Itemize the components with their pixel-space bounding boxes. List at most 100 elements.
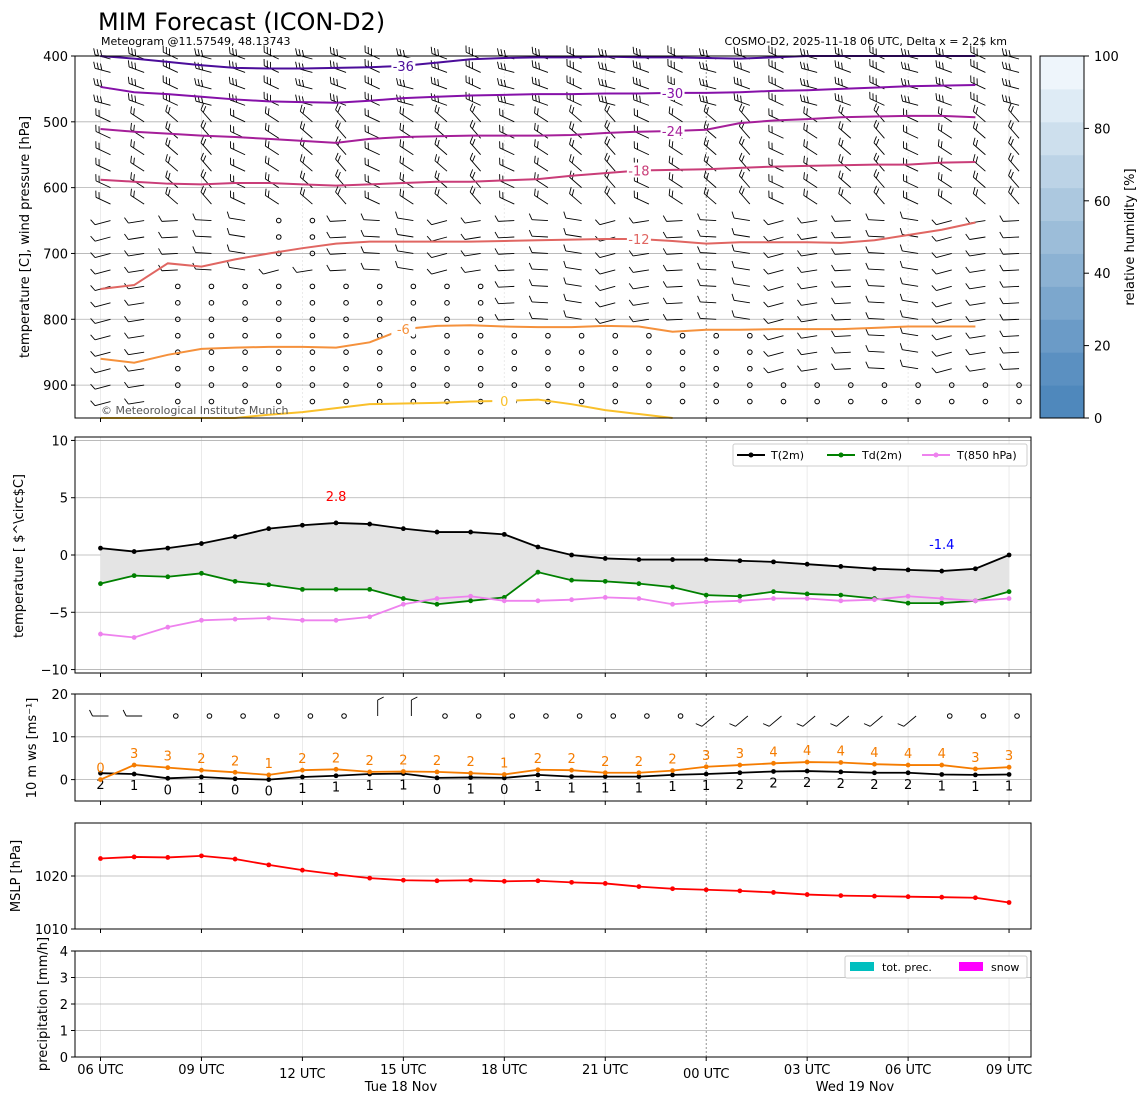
barb-flag — [566, 91, 568, 99]
barb-flag — [865, 295, 869, 303]
wind-barb — [295, 48, 313, 60]
barb-flag — [763, 268, 769, 275]
wind-barb — [395, 260, 414, 271]
barb-flag — [192, 229, 196, 237]
barb-flag — [865, 213, 869, 220]
barb-flag — [931, 318, 937, 324]
barb-shaft — [834, 220, 851, 222]
calm-marker — [410, 283, 417, 290]
barb-shaft — [599, 84, 616, 90]
wind-value-label: 2 — [803, 776, 811, 791]
data-point — [501, 772, 507, 777]
wind-barb — [668, 139, 683, 156]
calm-marker — [410, 365, 417, 372]
barb-flag — [763, 219, 769, 225]
wind-value-label: 2 — [870, 778, 878, 793]
barb-shaft — [633, 99, 650, 106]
wind-barb — [762, 715, 782, 727]
wind-barb — [970, 75, 986, 90]
barb-shaft — [1003, 236, 1020, 239]
barb-shaft — [970, 65, 986, 73]
wind-barb — [360, 229, 380, 238]
barb-flag — [976, 61, 978, 69]
barb-flag — [333, 77, 335, 85]
mslp-line — [98, 853, 1012, 905]
wind-barb — [130, 172, 145, 189]
barb-flag — [1010, 171, 1014, 179]
barb-flag — [572, 94, 574, 102]
wind-barb — [799, 78, 818, 90]
barb-flag — [875, 94, 877, 102]
data-point — [434, 769, 440, 775]
barb-flag — [571, 123, 575, 131]
barb-flag — [434, 137, 438, 145]
wind-barb — [834, 60, 851, 73]
barb-flag — [662, 281, 667, 288]
barb-shaft — [868, 334, 885, 337]
barb-shaft — [335, 125, 347, 139]
barb-flag — [165, 46, 167, 54]
barb-flag — [806, 141, 808, 148]
calm-marker — [444, 365, 450, 372]
barb-flag — [336, 95, 339, 103]
data-point — [569, 879, 574, 885]
barb-flag — [931, 301, 937, 308]
barb-shaft — [296, 269, 313, 273]
barb-shaft — [767, 220, 784, 226]
barb-flag — [337, 155, 341, 162]
barb-shaft — [330, 83, 347, 90]
wind-barb — [465, 45, 481, 60]
barb-shaft — [565, 266, 582, 271]
wind-barb — [1008, 169, 1020, 188]
barb-flag — [131, 94, 133, 102]
barb-flag — [295, 61, 298, 69]
barb-flag — [502, 192, 504, 199]
barb-flag — [831, 314, 836, 321]
barb-flag — [364, 157, 366, 165]
barb-flag — [873, 103, 877, 110]
data-point — [670, 557, 675, 562]
data-point — [468, 770, 474, 776]
barb-flag — [333, 48, 335, 55]
wind-barb — [703, 186, 717, 205]
data-point — [501, 531, 507, 537]
barb-shaft — [1003, 285, 1020, 288]
barb-shaft — [130, 178, 145, 189]
series-line — [100, 571, 1010, 606]
barb-flag — [158, 215, 163, 222]
wind-barb — [326, 264, 347, 272]
barb-shaft — [531, 301, 548, 304]
barb-shaft — [128, 83, 145, 90]
data-point — [501, 878, 507, 884]
barb-shaft — [739, 175, 751, 188]
calm-marker — [309, 382, 316, 388]
data-point — [973, 895, 978, 901]
wind-barb — [165, 170, 179, 188]
barb-shaft — [130, 194, 145, 205]
wind-barb — [90, 235, 111, 242]
barb-flag — [302, 172, 306, 180]
barb-flag — [95, 157, 97, 165]
calm-marker — [275, 382, 282, 388]
calm-marker — [410, 349, 417, 355]
barb-flag — [569, 121, 572, 128]
barb-flag — [806, 124, 808, 132]
barb-shaft — [534, 178, 549, 189]
contour-line — [100, 221, 976, 290]
barb-shaft — [566, 98, 582, 106]
data-point — [434, 601, 440, 607]
calm-marker — [713, 365, 720, 372]
barb-shaft — [534, 129, 549, 139]
barb-flag — [999, 281, 1004, 288]
data-point — [367, 875, 373, 881]
wind-barb — [364, 45, 380, 60]
barb-shaft — [666, 236, 683, 239]
data-point — [939, 600, 945, 606]
calm-marker — [646, 332, 652, 339]
barb-flag — [803, 155, 805, 163]
data-point — [737, 593, 743, 599]
barb-flag — [705, 79, 708, 87]
